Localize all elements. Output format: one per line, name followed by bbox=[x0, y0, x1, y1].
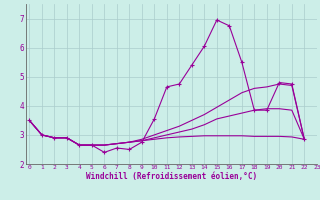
X-axis label: Windchill (Refroidissement éolien,°C): Windchill (Refroidissement éolien,°C) bbox=[86, 172, 257, 181]
